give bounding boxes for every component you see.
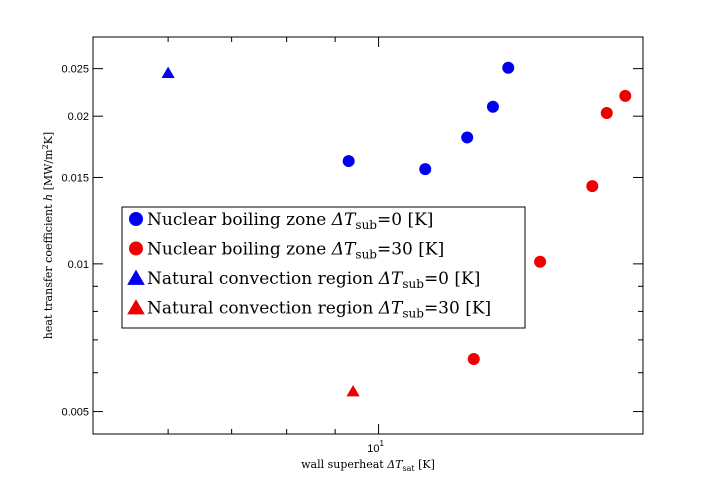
legend: Nuclear boiling zone ΔTsub=0 [K] Nuclear … — [121, 206, 526, 329]
data-point-circle — [486, 100, 499, 113]
data-markers — [161, 61, 632, 397]
data-point-circle — [461, 131, 474, 144]
legend-entry: Natural convection region ΔTsub=0 [K] — [147, 269, 480, 291]
y-tick-label: 0.005 — [61, 407, 89, 419]
data-point-circle — [600, 106, 613, 119]
legend-entry: Nuclear boiling zone ΔTsub=0 [K] — [147, 210, 433, 232]
legend-entry: Natural convection region ΔTsub=30 [K] — [147, 299, 491, 321]
data-point-circle — [419, 163, 432, 176]
legend-marker — [129, 212, 143, 226]
x-axis-label: wall superheat ΔTsat [K] — [301, 458, 435, 473]
data-point-triangle — [161, 66, 175, 79]
plot-frame — [92, 36, 644, 435]
data-point-circle — [586, 180, 599, 193]
data-point-circle — [502, 61, 515, 74]
y-tick-label: 0.015 — [61, 172, 89, 184]
axis-ticks: 0.005 0.01 0.015 0.02 0.025 101 — [61, 37, 643, 455]
data-point-circle — [467, 352, 480, 365]
legend-marker — [127, 269, 145, 285]
legend-entry: Nuclear boiling zone ΔTsub=30 [K] — [147, 240, 444, 262]
legend-marker — [127, 299, 145, 315]
data-point-circle — [342, 155, 355, 168]
legend-box — [121, 206, 526, 329]
y-tick-label: 0.025 — [61, 64, 89, 76]
y-axis-label: heat transfer coefficient h [MW/m2K] — [41, 132, 55, 339]
x-tick-label: 101 — [367, 439, 384, 455]
y-tick-label: 0.01 — [68, 259, 89, 271]
data-point-circle — [534, 255, 547, 268]
y-tick-label: 0.02 — [68, 111, 89, 123]
data-point-triangle — [346, 384, 360, 397]
legend-marker — [129, 241, 143, 256]
data-point-circle — [619, 89, 632, 102]
